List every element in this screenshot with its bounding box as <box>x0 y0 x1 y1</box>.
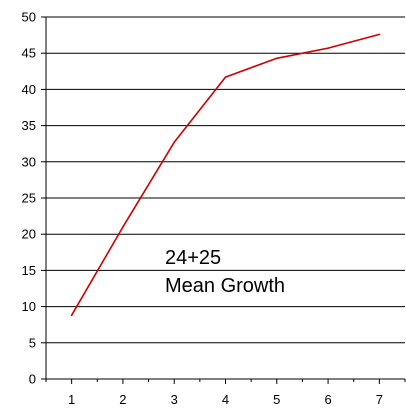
y-tick-label: 20 <box>22 227 36 242</box>
y-tick-label: 15 <box>22 263 36 278</box>
y-tick-label: 5 <box>29 335 36 350</box>
y-tick-label: 0 <box>29 372 36 387</box>
data-point <box>122 226 124 228</box>
y-tick-label: 25 <box>22 191 36 206</box>
annotation-line-1: 24+25 <box>165 247 221 269</box>
data-point <box>378 33 381 36</box>
x-tick-label: 6 <box>324 392 331 407</box>
annotation-line-2: Mean Growth <box>165 275 285 297</box>
y-tick-label: 35 <box>22 118 36 133</box>
y-tick-label: 50 <box>22 10 36 25</box>
x-tick-label: 7 <box>376 392 383 407</box>
grid-lines <box>46 16 405 344</box>
x-tick-labels: 1 2 3 4 5 6 7 <box>68 392 383 407</box>
data-point <box>173 141 176 144</box>
axes <box>41 16 406 384</box>
x-tick-label: 5 <box>273 392 280 407</box>
data-point <box>275 57 278 60</box>
data-point <box>70 314 73 317</box>
x-tick-label: 2 <box>119 392 126 407</box>
y-tick-labels: 0 5 10 15 20 25 30 35 40 45 50 <box>22 10 36 387</box>
y-tick-label: 40 <box>22 82 36 97</box>
data-point <box>327 47 329 49</box>
y-tick-label: 45 <box>22 46 36 61</box>
data-point <box>224 76 227 78</box>
series-lines <box>70 33 381 317</box>
x-tick-label: 3 <box>171 392 178 407</box>
y-tick-label: 30 <box>22 154 36 169</box>
y-tick-label: 10 <box>22 299 36 314</box>
x-tick-label: 1 <box>68 392 75 407</box>
x-tick-label: 4 <box>222 392 229 407</box>
